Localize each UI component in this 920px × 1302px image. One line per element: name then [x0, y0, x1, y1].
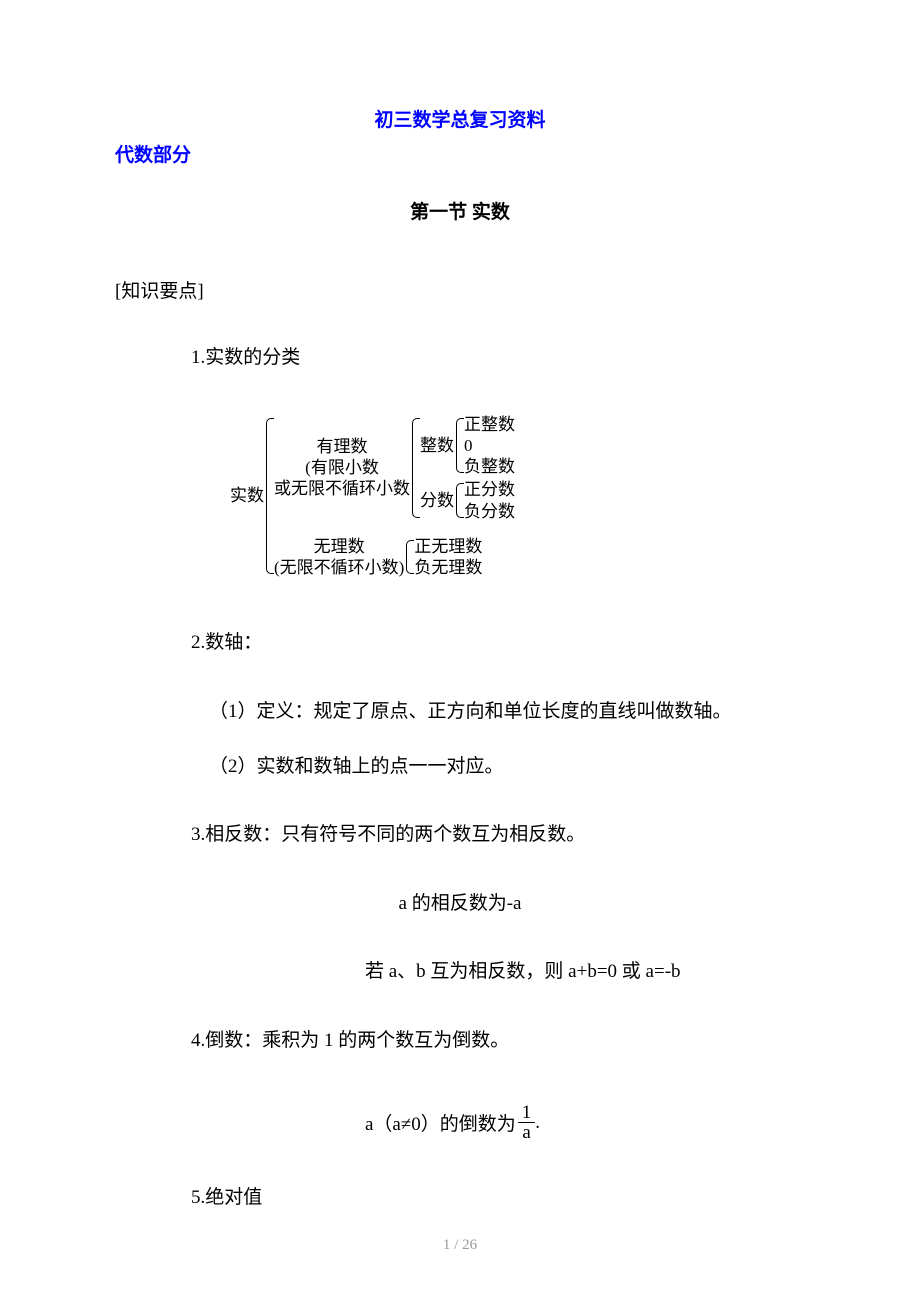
- diagram-int-neg: 负整数: [464, 456, 515, 477]
- diagram-irrational: 无理数: [314, 536, 365, 557]
- diagram-rational-sub1: (有限小数: [305, 457, 379, 478]
- fraction: 1 a: [518, 1103, 536, 1144]
- fraction-numerator: 1: [518, 1103, 536, 1124]
- classification-diagram: 实数 有理数 (有限小数 或无限不循环小数 整数: [230, 414, 690, 579]
- section-label: 代数部分: [115, 140, 805, 167]
- title-main: 初三数学总复习资料: [115, 105, 805, 132]
- diagram-int: 整数: [420, 414, 454, 478]
- item-2b: （2）实数和数轴上的点一一对应。: [115, 754, 805, 781]
- subtitle: 第一节 实数: [115, 197, 805, 224]
- diagram-frac-neg: 负分数: [464, 501, 515, 522]
- brace-icon: [404, 536, 414, 579]
- item-4a-post: .: [535, 1112, 540, 1134]
- item-4: 4.倒数：乘积为 1 的两个数互为倒数。: [115, 1028, 805, 1055]
- diagram-irr-pos: 正无理数: [414, 536, 482, 557]
- diagram-irrational-col: 无理数 (无限不循环小数): [274, 536, 404, 579]
- item-1: 1.实数的分类: [115, 345, 805, 372]
- diagram-int-pos: 正整数: [464, 414, 515, 435]
- diagram-rational-col: 有理数 (有限小数 或无限不循环小数: [274, 414, 410, 522]
- item-2: 2.数轴：: [115, 630, 805, 657]
- knowledge-label: [知识要点]: [115, 276, 805, 303]
- diagram-rational: 有理数: [317, 436, 368, 457]
- brace-icon: [454, 414, 464, 478]
- item-4a-pre: a（a≠0）的倒数为: [365, 1109, 516, 1136]
- item-5: 5.绝对值: [115, 1185, 805, 1212]
- diagram-irrational-sub: (无限不循环小数): [274, 557, 404, 578]
- page-number: 1 / 26: [0, 1237, 920, 1254]
- page: 初三数学总复习资料 代数部分 第一节 实数 [知识要点] 1.实数的分类 实数 …: [0, 0, 920, 1302]
- item-3a: a 的相反数为-a: [115, 891, 805, 918]
- brace-icon: [410, 414, 420, 522]
- fraction-denominator: a: [518, 1123, 536, 1143]
- diagram-root: 实数: [230, 414, 264, 579]
- diagram-frac-pos: 正分数: [464, 479, 515, 500]
- item-3: 3.相反数：只有符号不同的两个数互为相反数。: [115, 822, 805, 849]
- item-3b: 若 a、b 互为相反数，则 a+b=0 或 a=-b: [115, 959, 805, 986]
- diagram-frac: 分数: [420, 479, 454, 522]
- item-4a: a（a≠0）的倒数为 1 a .: [115, 1103, 805, 1144]
- brace-icon: [264, 414, 274, 579]
- diagram-rational-sub2: 或无限不循环小数: [274, 478, 410, 499]
- diagram-irr-neg: 负无理数: [414, 557, 482, 578]
- item-2a: （1）定义：规定了原点、正方向和单位长度的直线叫做数轴。: [115, 699, 805, 726]
- brace-icon: [454, 479, 464, 522]
- diagram-int-zero: 0: [464, 435, 473, 456]
